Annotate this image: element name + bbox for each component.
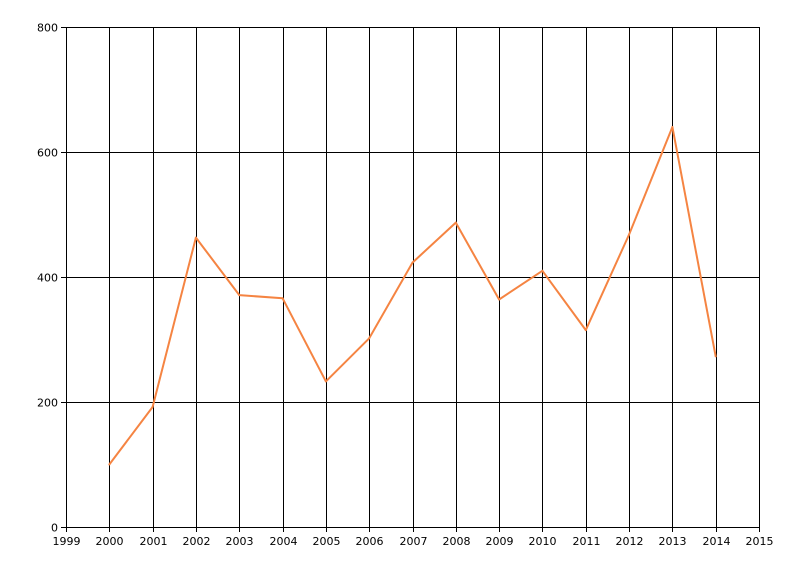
- series-group: [108, 126, 717, 466]
- data-point: [324, 380, 327, 383]
- x-tick-label: 2001: [140, 535, 168, 548]
- x-tick-label: 2012: [616, 535, 644, 548]
- x-tick-label: 2013: [659, 535, 687, 548]
- data-point: [671, 126, 674, 128]
- y-tick-label: 200: [37, 397, 58, 410]
- data-point: [454, 221, 457, 224]
- y-tick-label: 600: [37, 147, 58, 160]
- y-tick-label: 800: [37, 22, 58, 35]
- axes: [61, 27, 760, 532]
- x-tick-label: 2003: [226, 535, 254, 548]
- x-tick-label: 2008: [443, 535, 471, 548]
- data-point: [238, 294, 241, 297]
- y-axis-tick-labels: 0 200 400 600 800: [37, 22, 58, 535]
- x-tick-label: 1999: [53, 535, 81, 548]
- x-tick-label: 2014: [703, 535, 731, 548]
- y-tick-label: 0: [51, 522, 58, 535]
- data-point: [628, 233, 631, 236]
- data-point: [498, 298, 501, 301]
- x-tick-label: 2002: [183, 535, 211, 548]
- x-tick-label: 2004: [270, 535, 298, 548]
- y-tick-label: 400: [37, 272, 58, 285]
- data-point: [151, 406, 154, 408]
- data-point: [108, 463, 111, 466]
- x-tick-label: 2011: [573, 535, 601, 548]
- data-point: [714, 355, 717, 358]
- data-point: [194, 236, 197, 239]
- x-tick-label: 2007: [400, 535, 428, 548]
- x-tick-label: 2000: [96, 535, 124, 548]
- data-point: [281, 297, 284, 300]
- x-tick-label: 2005: [313, 535, 341, 548]
- data-point: [541, 269, 544, 272]
- x-tick-label: 2009: [486, 535, 514, 548]
- x-tick-label: 2010: [529, 535, 557, 548]
- x-tick-label: 2015: [746, 535, 774, 548]
- data-point: [411, 261, 414, 264]
- series-line: [108, 126, 717, 466]
- x-axis-tick-labels: 1999 2000 2001 2002 2003 2004 2005 2006 2007 2008…: [53, 535, 774, 548]
- data-point: [368, 337, 371, 340]
- x-tick-label: 2006: [356, 535, 384, 548]
- data-point: [584, 329, 587, 332]
- grid: [66, 27, 760, 528]
